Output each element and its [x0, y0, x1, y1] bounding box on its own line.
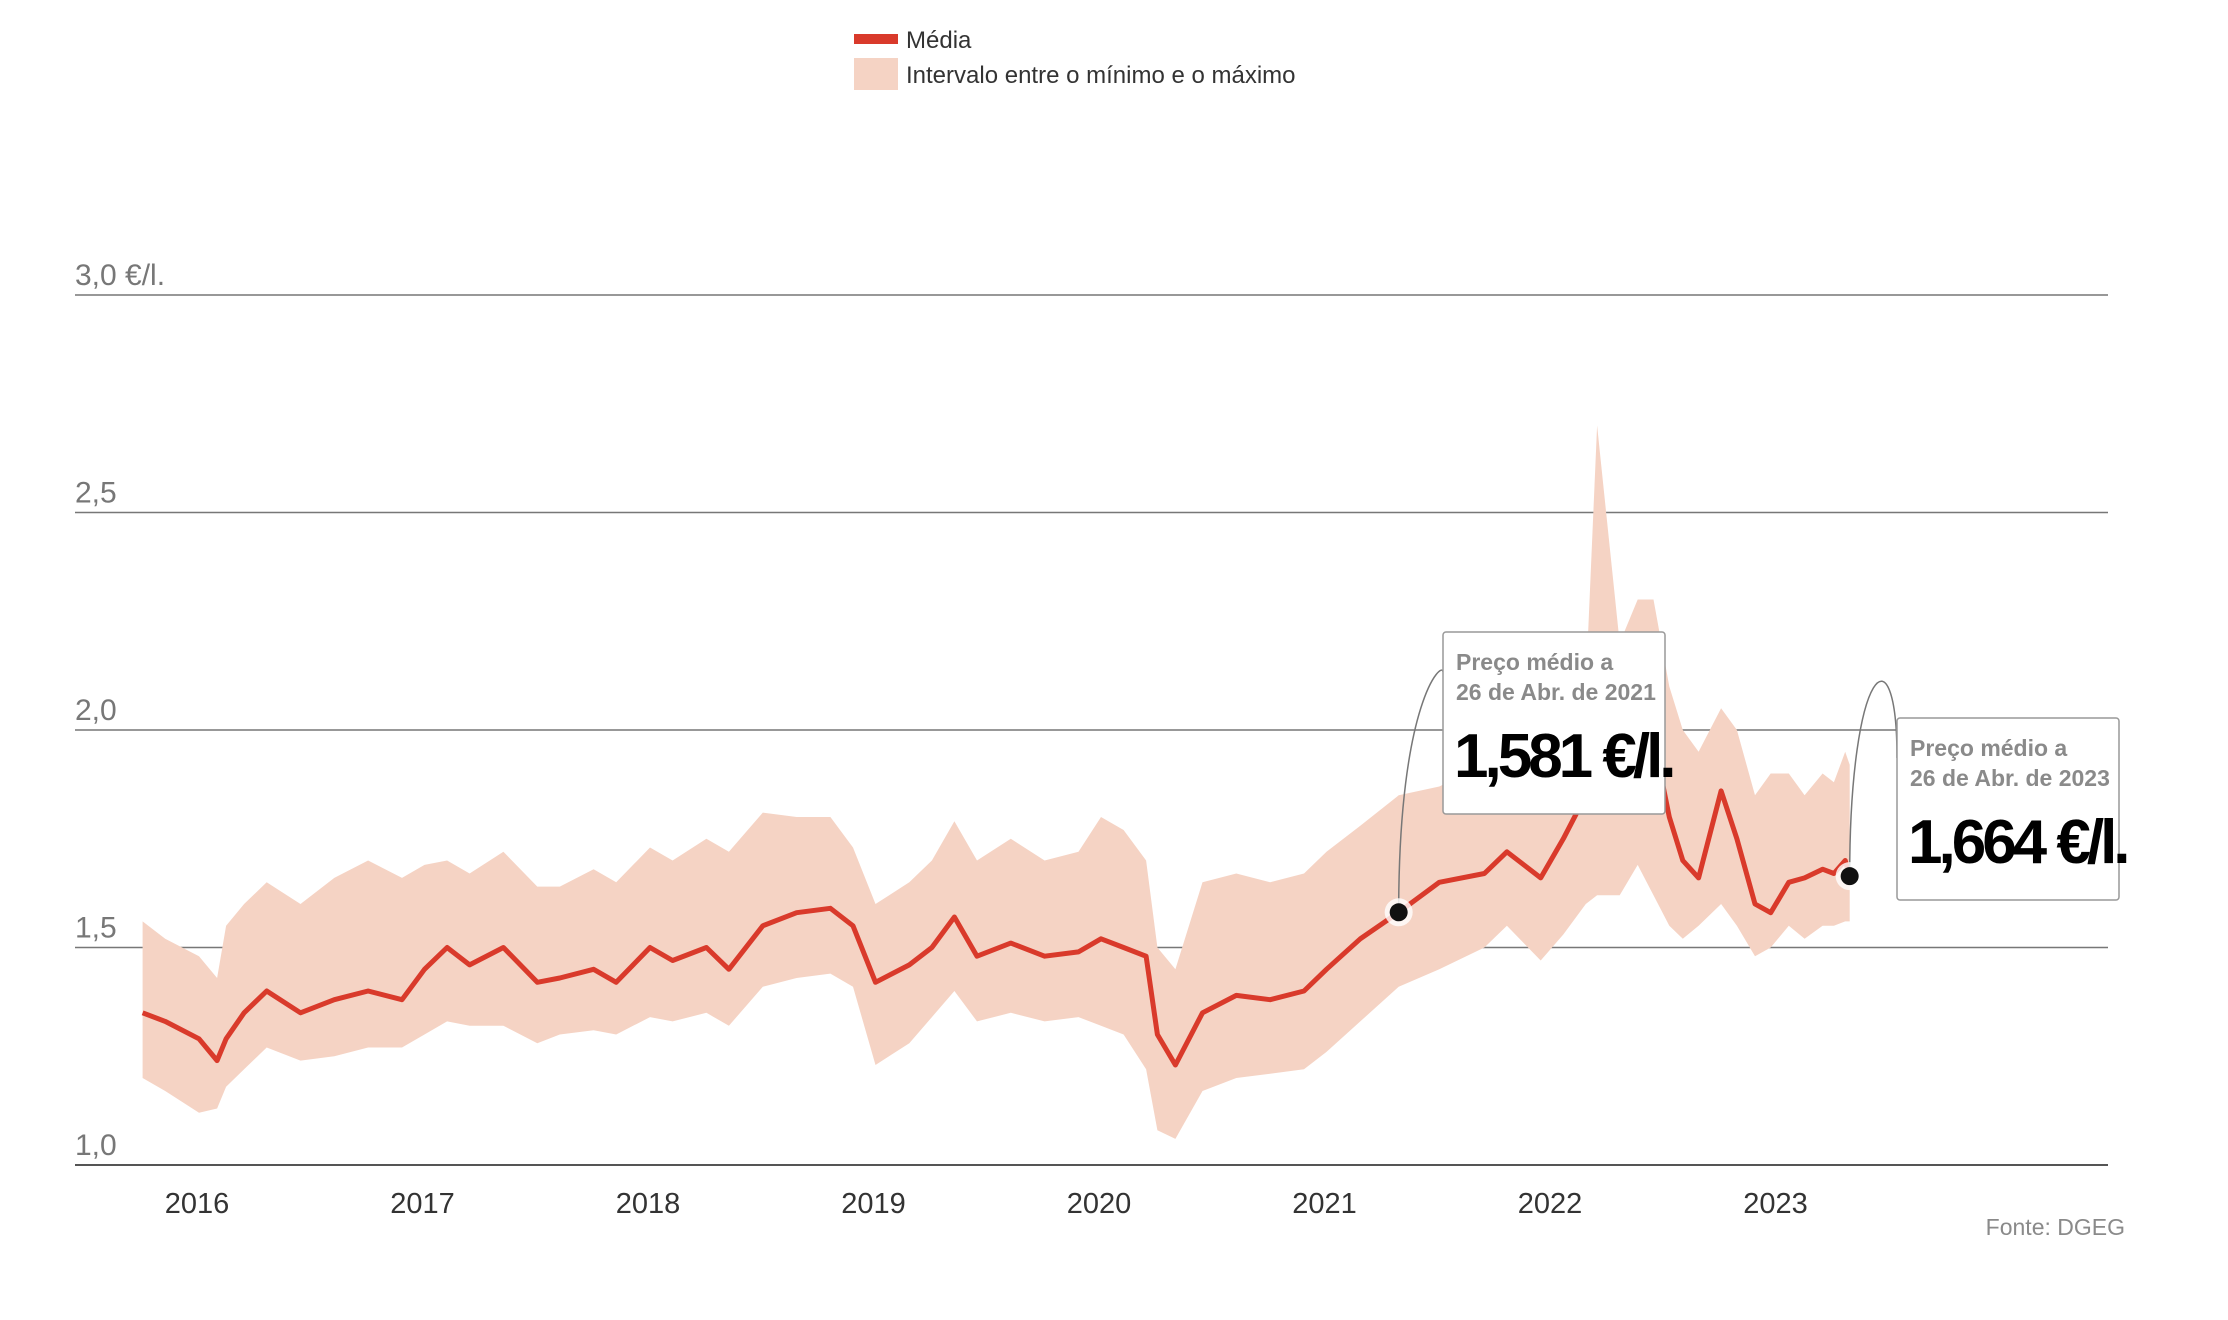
annotation-leader-line [1848, 680, 1898, 877]
y-tick-label: 3,0 €/l. [75, 259, 165, 292]
legend-swatch-mean [854, 34, 898, 44]
annotation-box [1896, 717, 2120, 901]
annotations: Preço médio a 26 de Abr. de 2021 1,581 €/l… [1384, 631, 2131, 927]
x-tick-label: 2017 [390, 1188, 455, 1220]
min-max-range-band [142, 425, 1850, 1139]
annotation-1: Preço médio a 26 de Abr. de 2021 1,581 €/l… [1384, 631, 1677, 927]
legend: Média Intervalo entre o mínimo e o máxim… [854, 27, 1296, 90]
annotation-leader-line [1397, 669, 1444, 913]
mean-series [141, 644, 1853, 1068]
annotation-value: 1,581 €/l. [1454, 722, 1673, 791]
x-tick-label: 2023 [1743, 1188, 1808, 1220]
x-tick-label: 2020 [1067, 1188, 1132, 1220]
annotation-value: 1,664 €/l. [1908, 808, 2127, 877]
y-tick-label: 2,0 [75, 694, 117, 727]
y-tick-label: 2,5 [75, 477, 117, 510]
legend-label-range: Intervalo entre o mínimo e o máximo [906, 62, 1296, 89]
source-note: Fonte: DGEG [1986, 1214, 2125, 1240]
y-tick-label: 1,0 [75, 1129, 117, 1162]
x-tick-label: 2021 [1292, 1188, 1357, 1220]
annotation-label-line1: Preço médio a [1910, 735, 2067, 761]
annotation-label-line2: 26 de Abr. de 2021 [1456, 679, 1656, 705]
annotation-2: Preço médio a 26 de Abr. de 2023 1,664 €/l… [1835, 680, 2131, 901]
legend-swatch-range [854, 58, 898, 90]
annotation-point [1840, 867, 1859, 886]
x-tick-label: 2019 [841, 1188, 906, 1220]
legend-label-mean: Média [906, 27, 972, 54]
annotation-label-line1: Preço médio a [1456, 649, 1613, 675]
annotation-label-line2: 26 de Abr. de 2023 [1910, 765, 2110, 791]
range-band-area [142, 425, 1850, 1139]
y-axis-tick-labels: 1,0 1,5 2,0 2,5 3,0 €/l. [75, 259, 165, 1162]
annotation-box [1442, 631, 1666, 815]
x-tick-label: 2018 [616, 1188, 681, 1220]
x-axis-tick-labels: 2016 2017 2018 2019 2020 2021 2022 2023 [165, 1188, 1808, 1220]
y-tick-label: 1,5 [75, 912, 117, 945]
mean-line [141, 644, 1853, 1068]
x-tick-label: 2022 [1518, 1188, 1583, 1220]
annotation-point [1389, 903, 1408, 922]
x-tick-label: 2016 [165, 1188, 230, 1220]
